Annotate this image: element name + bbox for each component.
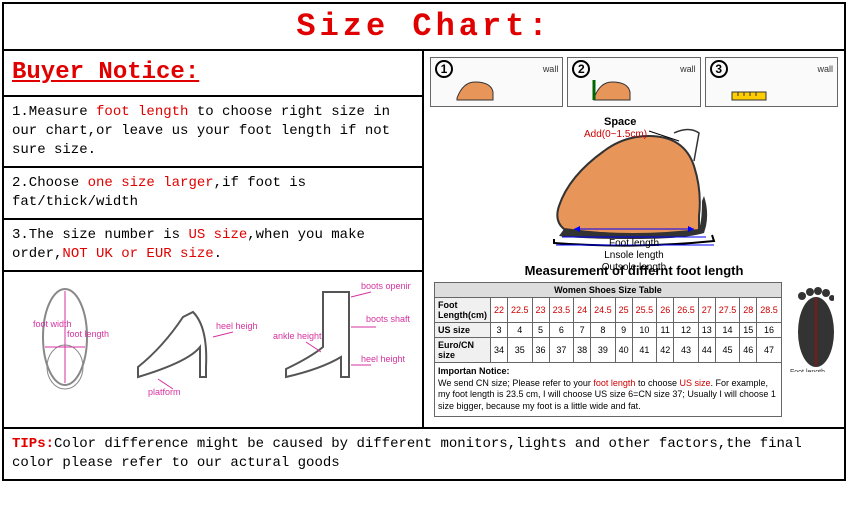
measurement-steps: 1 wall 2 wall 3 wall (430, 57, 838, 107)
svg-text:boots shaft: boots shaft (366, 314, 411, 324)
size-table-title: Women Shoes Size Table (435, 283, 782, 298)
svg-text:Add(0~1.5cm): Add(0~1.5cm) (584, 129, 647, 140)
size-chart-container: Size Chart: Buyer Notice: 1.Measure foot… (2, 2, 846, 481)
buyer-notice-column: Buyer Notice: 1.Measure foot length to c… (4, 51, 424, 427)
notice-item-2: 2.Choose one size larger,if foot is fat/… (4, 168, 422, 220)
buyer-notice-header: Buyer Notice: (12, 59, 199, 86)
foot-diagram-icon: foot length foot width (15, 277, 115, 397)
important-notice: Importan Notice: We send CN size; Please… (434, 363, 782, 417)
table-row: Foot Length(cm) 2222.52323.52424.52525.5… (435, 298, 782, 323)
title: Size Chart: (296, 8, 551, 45)
svg-text:boots opening: boots opening (361, 281, 411, 291)
foot-step-icon (455, 78, 495, 102)
insole-length-label: Lnsole length (430, 250, 838, 262)
svg-text:ankle height: ankle height (273, 331, 322, 341)
notice-item-3: 3.The size number is US size,when you ma… (4, 220, 422, 272)
tips-text: Color difference might be caused by diff… (12, 436, 802, 471)
boot-diagram-icon: boots opening boots shaft ankle height h… (271, 277, 411, 397)
outsole-length-label: Outsole length (430, 262, 838, 274)
foot-measurement-diagram: Space Add(0~1.5cm) Foot length Lnsole le… (430, 111, 838, 261)
svg-text:platform: platform (148, 387, 181, 397)
step-2: 2 wall (567, 57, 700, 107)
svg-text:heel height: heel height (216, 321, 258, 331)
measurement-column: 1 wall 2 wall 3 wall (424, 51, 844, 427)
size-table: Women Shoes Size Table Foot Length(cm) 2… (434, 282, 782, 363)
table-row: US size 345678910111213141516 (435, 323, 782, 338)
table-row: Euro/CN size 343536373839404142434445464… (435, 338, 782, 363)
shoe-diagrams-row: foot length foot width heel height platf… (4, 272, 422, 402)
measurement-box: 1 wall 2 wall 3 wall (424, 51, 844, 427)
svg-text:Space: Space (604, 116, 636, 128)
svg-text:foot length: foot length (67, 329, 109, 339)
step-1: 1 wall (430, 57, 563, 107)
title-row: Size Chart: (4, 4, 844, 51)
svg-text:foot width: foot width (33, 319, 72, 329)
svg-text:heel height: heel height (361, 354, 406, 364)
heel-diagram-icon: heel height platform (128, 277, 258, 397)
step-3: 3 wall (705, 57, 838, 107)
foot-step-icon (592, 78, 632, 102)
notice-item-1: 1.Measure foot length to choose right si… (4, 97, 422, 168)
ruler-step-icon (730, 78, 770, 102)
foot-length-label: Foot length (430, 238, 838, 250)
tips-label: TIPs: (12, 436, 54, 452)
tips-row: TIPs:Color difference might be caused by… (4, 429, 844, 479)
svg-text:Foot length: Foot length (790, 369, 825, 372)
size-table-wrap: Women Shoes Size Table Foot Length(cm) 2… (430, 278, 838, 421)
buyer-notice-header-cell: Buyer Notice: (4, 51, 422, 97)
footprint-icon: Foot length (786, 282, 834, 372)
mid-section: Buyer Notice: 1.Measure foot length to c… (4, 51, 844, 429)
